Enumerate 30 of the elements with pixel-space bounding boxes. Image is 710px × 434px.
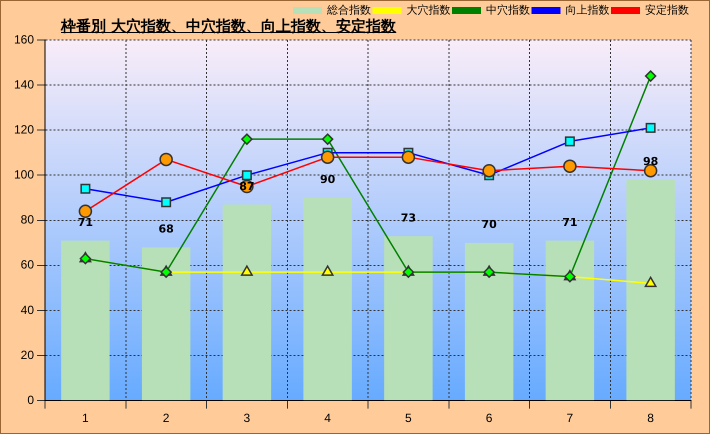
y-tick-label: 140	[14, 77, 34, 92]
chart-title: 枠番別 大穴指数、中穴指数、向上指数、安定指数	[61, 17, 396, 36]
legend-label: 安定指数	[645, 3, 689, 16]
y-tick-label: 0	[27, 392, 34, 407]
y-tick-label: 100	[14, 168, 34, 182]
x-tick-label: 2	[162, 411, 170, 426]
data-label: 73	[400, 211, 416, 224]
data-label: 68	[158, 222, 174, 236]
data-label: 70	[481, 218, 498, 232]
data-label: 71	[78, 216, 94, 229]
legend-label: 中穴指数	[486, 3, 530, 16]
x-tick-label: 4	[324, 411, 332, 426]
y-tick-label: 60	[20, 258, 34, 272]
x-tick-label: 1	[82, 411, 90, 426]
x-tick-label: 7	[566, 411, 574, 426]
legend-label: 大穴指数	[406, 3, 450, 16]
legend-label: 向上指数	[566, 3, 610, 16]
x-tick-label: 5	[405, 411, 412, 426]
x-tick-label: 6	[486, 411, 493, 426]
y-tick-label: 160	[14, 32, 34, 46]
legend-label: 総合指数	[326, 3, 371, 16]
data-label: 98	[642, 155, 658, 168]
y-tick-label: 80	[20, 212, 34, 227]
data-label: 90	[320, 173, 336, 186]
x-tick-label: 3	[244, 411, 251, 426]
y-tick-label: 20	[20, 348, 34, 362]
y-tick-label: 40	[20, 302, 34, 317]
x-tick-label: 8	[647, 411, 654, 426]
data-label: 71	[562, 216, 578, 229]
y-tick-label: 120	[14, 122, 34, 136]
